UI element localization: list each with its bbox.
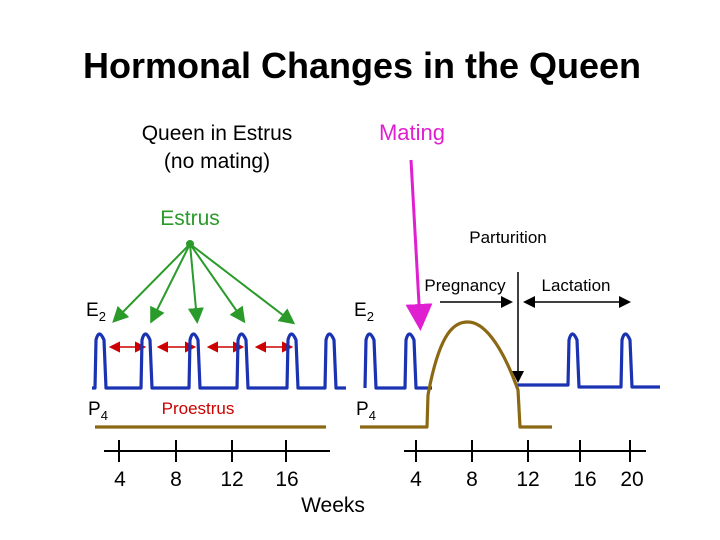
tick-label-right-16: 16	[573, 468, 596, 491]
lactation-label: Lactation	[542, 276, 611, 295]
progesterone-pregnancy-curve	[360, 320, 552, 429]
estrus-arrows	[112, 243, 296, 325]
tick-label-right-20: 20	[620, 468, 643, 491]
tick-label-left-4: 4	[114, 468, 126, 491]
mating-arrow	[405, 159, 433, 331]
weeks-label: Weeks	[301, 494, 365, 517]
p4-label-left: P4	[88, 399, 108, 423]
e2-label-right: E2	[354, 300, 374, 324]
tick-label-right-12: 12	[516, 468, 539, 491]
mating-label: Mating	[379, 120, 445, 145]
pregnancy-label: Pregnancy	[424, 276, 506, 295]
estrus-point	[186, 240, 194, 248]
tick-label-left-8: 8	[170, 468, 182, 491]
queen-estrus-label: Queen in Estrus	[142, 122, 293, 145]
e2-label-left: E2	[86, 300, 106, 324]
tick-label-left-16: 16	[275, 468, 298, 491]
p4-label-right: P4	[356, 399, 376, 423]
estradiol-wave	[92, 332, 660, 390]
parturition-label: Parturition	[469, 228, 546, 247]
estrus-label: Estrus	[160, 207, 220, 230]
proestrus-label: Proestrus	[162, 399, 235, 418]
page-title: Hormonal Changes in the Queen	[83, 45, 641, 86]
tick-label-right-8: 8	[466, 468, 478, 491]
tick-label-right-4: 4	[410, 468, 422, 491]
no-mating-label: (no mating)	[164, 150, 270, 173]
tick-label-left-12: 12	[220, 468, 243, 491]
